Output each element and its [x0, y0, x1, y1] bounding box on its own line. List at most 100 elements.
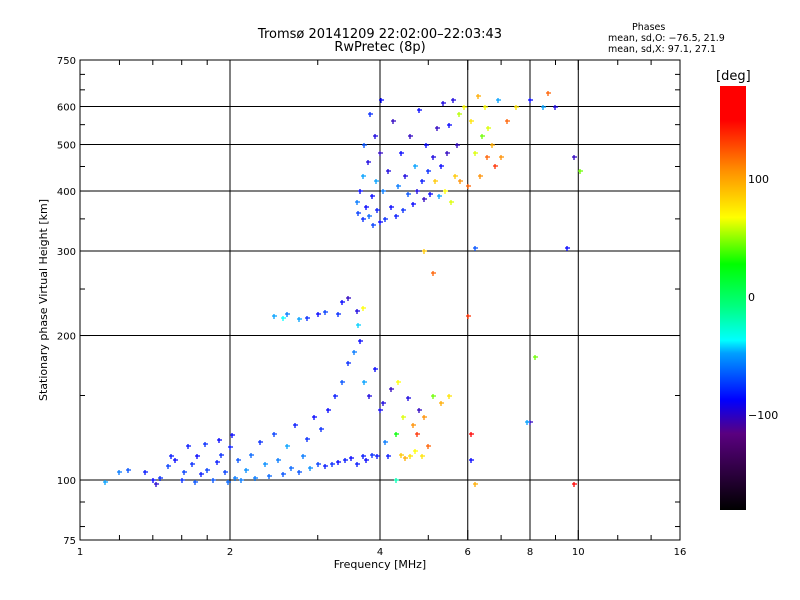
data-point [233, 476, 238, 481]
data-point [439, 401, 444, 406]
data-point [205, 468, 210, 473]
data-point [285, 312, 290, 317]
data-point [285, 444, 290, 449]
data-point [370, 194, 375, 199]
data-point [378, 408, 383, 413]
stats-x-mode: mean, sd,X: 97.1, 27.1 [608, 44, 717, 55]
x-tick-label: 16 [674, 547, 687, 558]
data-point [358, 339, 363, 344]
data-point [426, 169, 431, 174]
colorbar-label: [deg] [716, 69, 751, 84]
stats-o-mode: mean, sd,O: −76.5, 21.9 [608, 33, 725, 44]
data-point [428, 192, 433, 197]
data-point [323, 310, 328, 315]
data-point [415, 432, 420, 437]
data-point [158, 476, 163, 481]
data-point [117, 470, 122, 475]
data-point [466, 184, 471, 189]
data-point [361, 217, 366, 222]
data-point [431, 271, 436, 276]
data-point [458, 179, 463, 184]
data-point [297, 317, 302, 322]
data-point [193, 480, 198, 485]
data-point [426, 444, 431, 449]
data-point [281, 316, 286, 321]
data-point [451, 98, 456, 103]
y-tick-label: 200 [57, 332, 76, 343]
data-point [541, 105, 546, 110]
data-point [381, 189, 386, 194]
data-point [308, 466, 313, 471]
data-point [445, 151, 450, 156]
data-point [485, 155, 490, 160]
data-point [455, 143, 460, 148]
data-point [367, 214, 372, 219]
data-points [103, 91, 583, 487]
data-point [272, 314, 277, 319]
data-point [546, 91, 551, 96]
data-point [394, 478, 399, 483]
data-point [381, 401, 386, 406]
data-point [528, 98, 533, 103]
data-point [186, 444, 191, 449]
data-point [258, 440, 263, 445]
data-point [437, 194, 442, 199]
data-point [319, 427, 324, 432]
data-point [370, 453, 375, 458]
data-point [253, 476, 258, 481]
x-tick-label: 2 [227, 547, 233, 558]
plot-frame [79, 59, 681, 541]
data-point [565, 246, 570, 251]
data-point [457, 112, 462, 117]
data-point [473, 482, 478, 487]
data-point [572, 482, 577, 487]
data-point [435, 126, 440, 131]
data-point [486, 126, 491, 131]
x-axis-label: Frequency [MHz] [334, 558, 426, 571]
data-point [408, 134, 413, 139]
data-point [473, 246, 478, 251]
data-point [478, 174, 483, 179]
data-point [103, 480, 108, 485]
data-point [272, 432, 277, 437]
data-point [215, 460, 220, 465]
data-point [355, 462, 360, 467]
data-point [462, 105, 467, 110]
data-point [323, 464, 328, 469]
data-point [223, 470, 228, 475]
data-point [364, 205, 369, 210]
data-point [182, 470, 187, 475]
data-point [391, 119, 396, 124]
y-tick-label: 75 [63, 536, 76, 547]
data-point [336, 312, 341, 317]
data-point [361, 454, 366, 459]
data-point [572, 155, 577, 160]
data-point [383, 440, 388, 445]
data-point [203, 442, 208, 447]
data-point [403, 174, 408, 179]
data-point [173, 458, 178, 463]
colorbar-tick-label: 100 [748, 173, 769, 187]
data-point [364, 458, 369, 463]
data-point [340, 300, 345, 305]
data-point [389, 387, 394, 392]
x-tick-label: 6 [465, 547, 471, 558]
data-point [480, 134, 485, 139]
data-point [195, 454, 200, 459]
data-point [375, 208, 380, 213]
data-point [219, 453, 224, 458]
data-point [126, 468, 131, 473]
data-point [401, 415, 406, 420]
data-point [180, 478, 185, 483]
data-point [505, 119, 510, 124]
data-point [493, 164, 498, 169]
data-point [411, 202, 416, 207]
data-point [439, 164, 444, 169]
y-tick-label: 100 [57, 476, 76, 487]
data-point [578, 169, 583, 174]
stats-title: Phases [632, 22, 666, 33]
data-point [154, 482, 159, 487]
data-point [469, 458, 474, 463]
data-point [166, 464, 171, 469]
